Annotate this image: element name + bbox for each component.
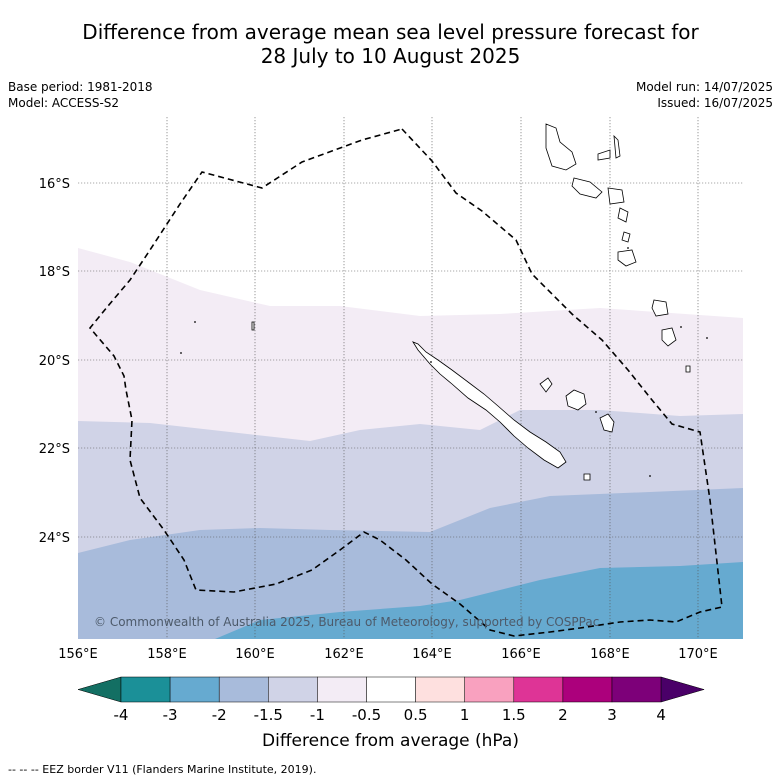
base-period: Base period: 1981-2018 bbox=[8, 80, 153, 94]
malekula-island bbox=[571, 177, 603, 199]
colorbar-tick-label: 1 bbox=[460, 706, 470, 724]
colorbar-tick-label: -1.5 bbox=[254, 706, 283, 724]
small-islets bbox=[180, 247, 708, 477]
longitude-labels: 156°E 158°E 160°E 162°E 164°E 166°E 168°… bbox=[58, 647, 718, 662]
erromango-island bbox=[617, 249, 637, 267]
lat-label: 22°S bbox=[39, 442, 70, 457]
coastlines bbox=[251, 123, 691, 481]
lat-label: 18°S bbox=[39, 265, 70, 280]
new-caledonia-island bbox=[412, 341, 567, 469]
model-run: Model run: 14/07/2025 bbox=[635, 80, 773, 94]
colorbar-extend-high bbox=[660, 676, 705, 703]
colorbar-swatch bbox=[218, 676, 269, 703]
matthew-island bbox=[685, 365, 691, 373]
colorbar-tick-label: -1 bbox=[310, 706, 325, 724]
loyalty-island-lifou bbox=[565, 389, 587, 411]
lon-label: 158°E bbox=[147, 647, 187, 662]
eez-border bbox=[88, 128, 723, 637]
isle-of-pines bbox=[583, 473, 591, 481]
epi-island bbox=[617, 207, 629, 223]
loyalty-island-mare bbox=[599, 413, 615, 433]
copyright-notice: © Commonwealth of Australia 2025, Bureau… bbox=[94, 615, 599, 629]
lat-label: 20°S bbox=[39, 354, 70, 369]
lon-label: 162°E bbox=[324, 647, 364, 662]
band-minus-2-to-minus-3 bbox=[215, 562, 743, 639]
lon-label: 170°E bbox=[678, 647, 718, 662]
ambrym-island bbox=[607, 187, 625, 205]
lat-label: 24°S bbox=[39, 531, 70, 546]
colorbar-tick-label: -3 bbox=[163, 706, 178, 724]
aneityum-island bbox=[661, 327, 677, 347]
colorbar-tick-label: 3 bbox=[607, 706, 617, 724]
lon-label: 164°E bbox=[412, 647, 452, 662]
colorbar-label: Difference from average (hPa) bbox=[262, 731, 519, 751]
lon-label: 166°E bbox=[501, 647, 541, 662]
colorbar-tick-label: -4 bbox=[114, 706, 129, 724]
colorbar-swatch bbox=[513, 676, 564, 703]
pentecost-north-island bbox=[613, 134, 621, 159]
colorbar-tick-label: 0.5 bbox=[404, 706, 428, 724]
eez-legend-note: -- -- -- EEZ border V11 (Flanders Marine… bbox=[8, 763, 317, 776]
colorbar bbox=[77, 676, 705, 703]
lon-label: 168°E bbox=[590, 647, 630, 662]
colorbar-swatch bbox=[611, 676, 662, 703]
colorbar-tick-label: 1.5 bbox=[502, 706, 526, 724]
colorbar-extend-low bbox=[77, 676, 122, 703]
lat-label: 16°S bbox=[39, 177, 70, 192]
pressure-anomaly-field: © Commonwealth of Australia 2025, Bureau… bbox=[78, 117, 743, 639]
colorbar-tick-label: 2 bbox=[558, 706, 568, 724]
map-title-line2: 28 July to 10 August 2025 bbox=[260, 44, 521, 68]
colorbar-swatch bbox=[562, 676, 613, 703]
latitude-labels: 16°S 18°S 20°S 22°S 24°S bbox=[39, 177, 70, 546]
colorbar-swatch bbox=[120, 676, 171, 703]
lon-label: 160°E bbox=[235, 647, 275, 662]
colorbar-swatch bbox=[169, 676, 220, 703]
colorbar-swatch bbox=[366, 676, 416, 703]
colorbar-tick-labels: -4 -3 -2 -1.5 -1 -0.5 0.5 1 1.5 2 3 4 bbox=[114, 706, 666, 724]
colorbar-swatch bbox=[317, 676, 367, 703]
maewo-island bbox=[597, 149, 611, 161]
colorbar-swatch bbox=[464, 676, 515, 703]
efate-island bbox=[621, 231, 631, 243]
colorbar-swatch bbox=[268, 676, 318, 703]
colorbar-swatch bbox=[415, 676, 465, 703]
lon-label: 156°E bbox=[58, 647, 98, 662]
chesterfield-islet bbox=[251, 321, 255, 331]
colorbar-tick-label: 4 bbox=[656, 706, 666, 724]
loyalty-island-ouvea bbox=[539, 377, 553, 393]
model-name: Model: ACCESS-S2 bbox=[8, 96, 120, 110]
tanna-island bbox=[651, 299, 669, 317]
colorbar-tick-label: -2 bbox=[212, 706, 227, 724]
issued-date: Issued: 16/07/2025 bbox=[657, 96, 773, 110]
colorbar-tick-label: -0.5 bbox=[352, 706, 381, 724]
map-title-line1: Difference from average mean sea level p… bbox=[82, 20, 699, 44]
espiritu-santo-island bbox=[545, 123, 577, 171]
